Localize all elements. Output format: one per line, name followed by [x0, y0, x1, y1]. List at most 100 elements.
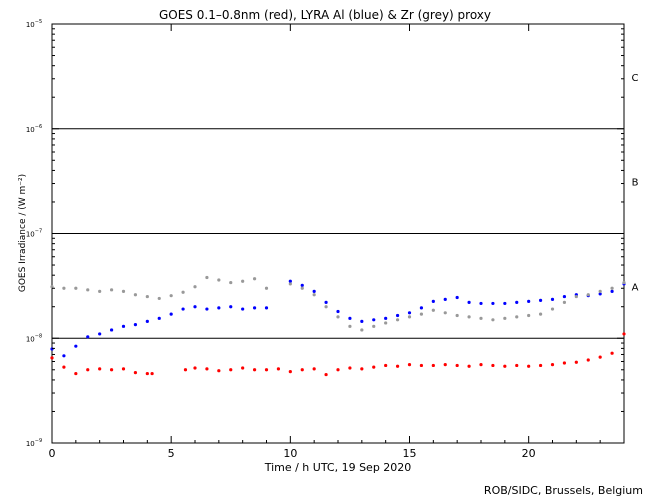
data-point	[86, 335, 90, 339]
x-tick-label: 5	[168, 447, 175, 460]
data-point	[312, 289, 316, 294]
data-point	[336, 315, 340, 319]
data-point	[74, 286, 78, 290]
data-point	[562, 361, 567, 365]
data-point	[455, 313, 459, 318]
data-point	[109, 328, 114, 332]
data-point	[86, 288, 90, 292]
data-point	[241, 307, 245, 311]
data-point	[598, 355, 602, 359]
class-label-b: B	[632, 178, 639, 189]
data-point	[288, 282, 292, 286]
data-point	[384, 321, 388, 325]
data-point	[62, 354, 66, 358]
data-point	[479, 363, 483, 367]
data-point	[395, 364, 400, 368]
data-point	[419, 363, 424, 368]
data-point	[324, 372, 328, 377]
data-point	[133, 322, 138, 327]
data-point	[407, 315, 412, 319]
data-point	[610, 289, 614, 294]
data-point	[229, 305, 233, 309]
data-point	[348, 316, 352, 320]
y-tick-label: 10−7	[26, 229, 42, 239]
data-point	[121, 324, 126, 328]
data-point	[50, 347, 54, 351]
plot-area: A B C 0 5 10 15 20 10−9 10−8 10−7 10−6 10−5	[26, 19, 639, 460]
class-label-a: A	[632, 282, 639, 293]
data-point	[550, 307, 555, 311]
series-2	[50, 275, 626, 332]
data-point	[62, 286, 66, 290]
data-point	[229, 368, 233, 372]
data-point	[479, 316, 483, 320]
data-point	[324, 300, 328, 304]
data-point	[384, 316, 388, 320]
data-point	[193, 366, 197, 370]
data-point	[74, 344, 78, 348]
data-point	[145, 371, 149, 376]
data-point	[145, 319, 149, 323]
data-point	[360, 328, 364, 332]
data-point	[360, 319, 364, 323]
data-point	[586, 358, 590, 362]
data-point	[574, 360, 578, 364]
data-point	[288, 370, 292, 374]
data-point	[491, 301, 495, 306]
data-point	[241, 366, 245, 370]
credit-text: ROB/SIDC, Brussels, Belgium	[484, 484, 643, 497]
data-point	[598, 292, 602, 296]
data-point	[312, 367, 316, 371]
data-point	[133, 293, 138, 297]
data-point	[145, 294, 149, 299]
data-point	[431, 363, 435, 368]
data-point	[491, 363, 495, 368]
data-point	[407, 363, 412, 367]
data-point	[598, 289, 602, 294]
data-point	[324, 305, 328, 309]
flare-class-lines: A B C	[52, 73, 639, 339]
data-point	[193, 305, 197, 309]
data-point	[574, 294, 578, 299]
data-point	[503, 316, 507, 320]
data-point	[109, 288, 114, 292]
data-point	[252, 306, 257, 310]
data-point	[300, 283, 304, 287]
data-point	[205, 367, 209, 371]
data-point	[622, 280, 626, 285]
data-point	[395, 313, 400, 318]
y-tick-label: 10−5	[26, 19, 42, 29]
data-point	[443, 311, 447, 315]
data-point	[515, 315, 519, 319]
data-point	[181, 290, 185, 294]
data-point	[336, 309, 340, 314]
data-point	[491, 318, 495, 322]
data-point	[50, 356, 54, 360]
data-point	[419, 306, 424, 310]
data-point	[443, 297, 447, 301]
data-point	[622, 332, 626, 336]
data-point	[538, 312, 543, 316]
data-point	[252, 277, 257, 281]
data-point	[300, 368, 304, 372]
data-point	[109, 368, 114, 372]
x-tick-label: 10	[283, 447, 297, 460]
data-point	[407, 311, 412, 315]
data-point	[288, 279, 292, 283]
data-point	[431, 308, 435, 312]
data-point	[443, 363, 447, 367]
series-0	[50, 332, 626, 377]
data-point	[419, 312, 424, 316]
data-point	[610, 351, 614, 355]
data-point	[205, 275, 209, 280]
data-point	[467, 364, 471, 368]
data-point	[527, 313, 531, 318]
data-point	[455, 295, 459, 300]
data-point	[527, 299, 531, 303]
data-point	[467, 300, 471, 304]
data-point	[121, 367, 126, 371]
chart-title: GOES 0.1–0.8nm (red), LYRA Al (blue) & Z…	[159, 8, 491, 22]
data-point	[550, 363, 555, 367]
data-point	[586, 293, 590, 297]
data-point	[229, 280, 233, 285]
